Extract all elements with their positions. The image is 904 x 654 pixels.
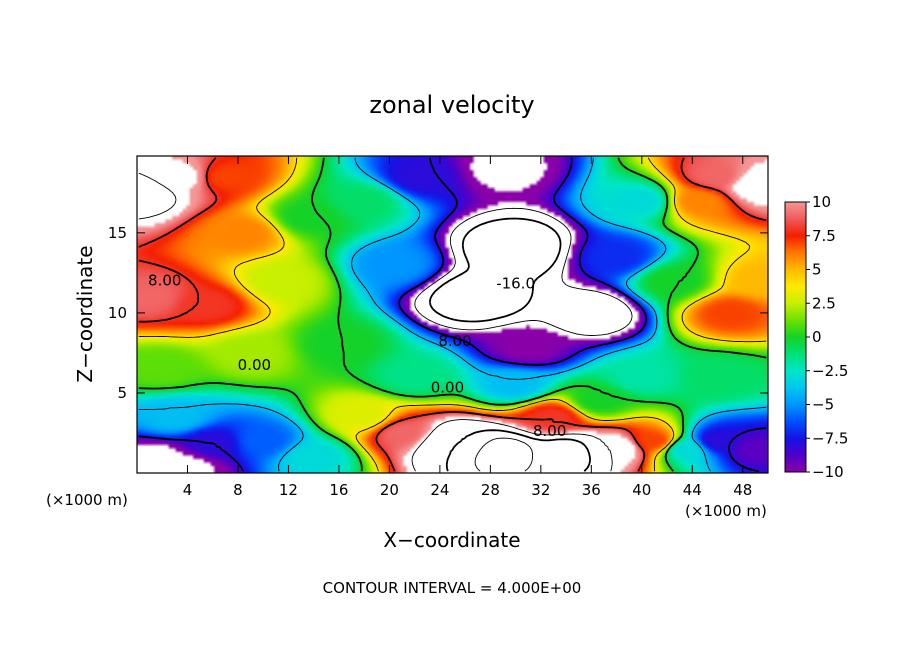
contour-line (138, 157, 767, 472)
x-tick-label: 44 (683, 481, 702, 499)
colorbar-tick-label: 0 (812, 328, 822, 346)
y-tick-label: 5 (117, 384, 127, 402)
x-tick-label: 40 (632, 481, 651, 499)
colorbar-tick-label: 5 (812, 261, 822, 279)
x-tick-label: 16 (329, 481, 348, 499)
chart-title: zonal velocity (369, 91, 534, 119)
x-axis-ticks: 4 8 12 16 20 24 28 32 36 40 44 48 (183, 156, 752, 499)
x-tick-label: 20 (380, 481, 399, 499)
x-tick-label: 24 (430, 481, 449, 499)
x-axis-unit-left: (×1000 m) (46, 491, 128, 509)
y-tick-label: 15 (108, 224, 127, 242)
x-tick-label: 36 (582, 481, 601, 499)
colorbar-tick-label: 2.5 (812, 294, 836, 312)
colorbar-tick-label: −7.5 (812, 429, 848, 447)
contour-labels: 8.00 0.00 0.00 8.00 -16.0 8.00 (148, 271, 566, 439)
contour-line (138, 157, 767, 472)
x-tick-label: 32 (531, 481, 550, 499)
colorbar-tick-label: −10 (812, 463, 844, 481)
contour-line (428, 217, 562, 323)
contour-label: 8.00 (533, 422, 566, 440)
x-tick-label: 12 (279, 481, 298, 499)
x-tick-label: 8 (233, 481, 243, 499)
contour-line (138, 172, 613, 472)
plot-frame (136, 155, 769, 474)
y-axis-label: Z−coordinate (73, 245, 97, 382)
contour-label: 8.00 (148, 271, 181, 289)
contour-line (445, 429, 591, 472)
colorbar-tick-label: 10 (812, 193, 831, 211)
contour-line (138, 157, 767, 473)
colorbar-tick-label: −5 (812, 396, 834, 414)
colorbar-ticks: 10 7.5 5 2.5 0 −2.5 −5 −7.5 −10 (806, 193, 848, 481)
contour-label: 0.00 (431, 379, 464, 397)
contour-lines (138, 157, 767, 473)
contour-line (414, 207, 633, 336)
contour-label: -16.0 (496, 275, 535, 293)
contour-interval-note: CONTOUR INTERVAL = 4.000E+00 (323, 579, 582, 597)
contour-line (474, 437, 534, 472)
contour-label: 8.00 (438, 332, 471, 350)
colorbar (785, 202, 806, 472)
colorbar-tick-label: 7.5 (812, 227, 836, 245)
x-axis-label: X−coordinate (383, 528, 520, 552)
contour-label: 0.00 (238, 356, 271, 374)
y-axis-ticks: 5 10 15 (108, 224, 768, 402)
contour-line (138, 157, 767, 472)
x-tick-label: 4 (183, 481, 193, 499)
x-tick-label: 28 (481, 481, 500, 499)
x-tick-label: 48 (733, 481, 752, 499)
colorbar-tick-label: −2.5 (812, 362, 848, 380)
velocity-field (137, 156, 768, 473)
x-axis-unit-right: (×1000 m) (685, 502, 767, 520)
contour-line (138, 157, 767, 472)
y-tick-label: 10 (108, 304, 127, 322)
